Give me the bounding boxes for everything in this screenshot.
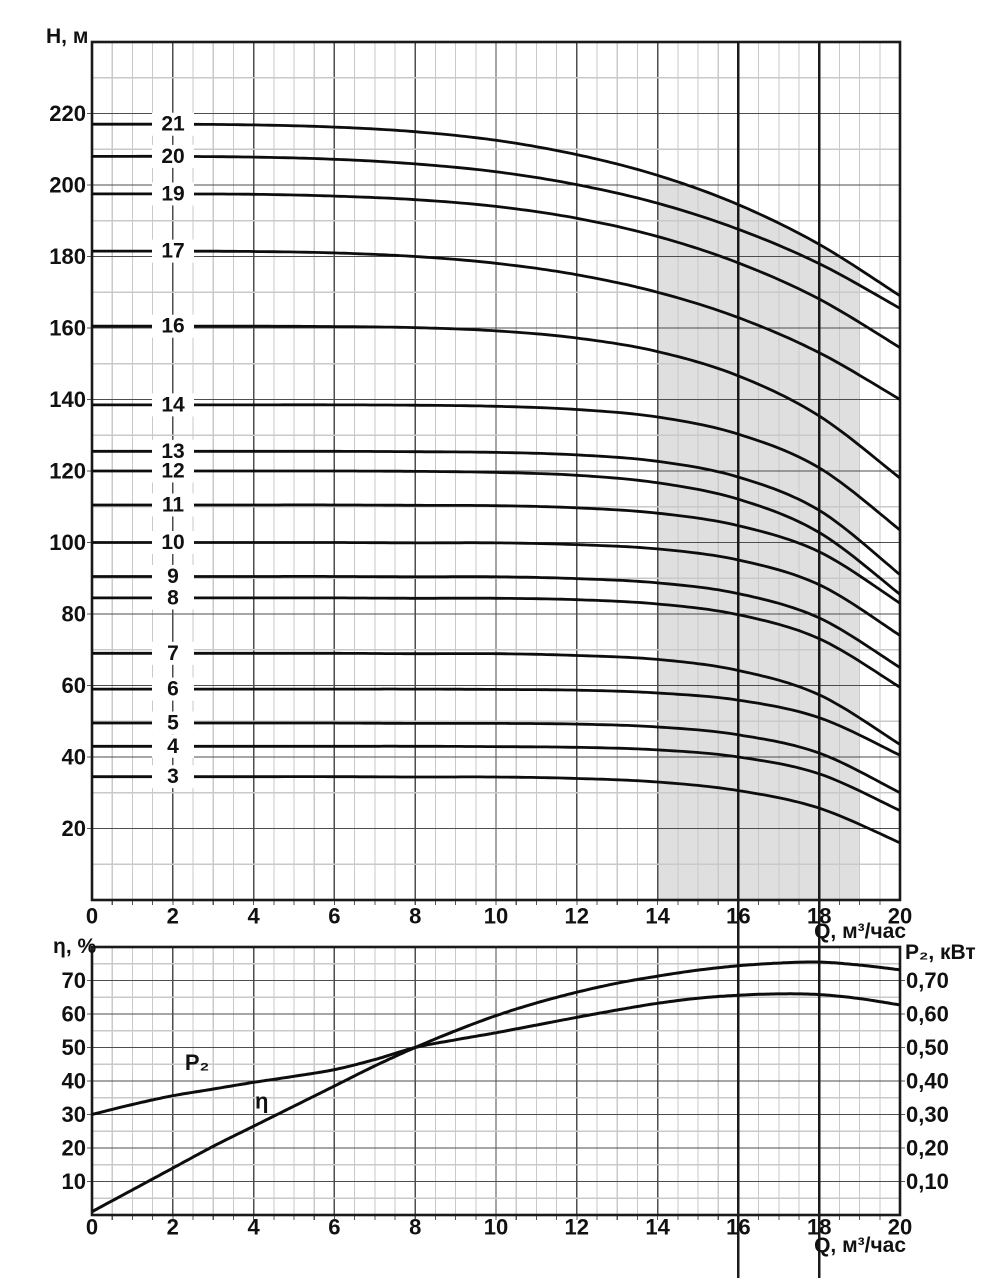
svg-text:0: 0: [86, 1215, 98, 1240]
flow-axis-title-bottom: Q, м³/час: [814, 1234, 906, 1257]
curve-label-eta: η: [255, 1089, 268, 1114]
stage-curve-9: [92, 575, 901, 669]
stage-label-16: 16: [161, 315, 184, 338]
stage-label-5: 5: [167, 712, 179, 735]
stage-label-3: 3: [167, 765, 179, 788]
stage-label-9: 9: [167, 565, 179, 588]
stage-label-8: 8: [167, 586, 179, 609]
stage-curve-13: [92, 449, 901, 576]
svg-text:0,70: 0,70: [906, 968, 949, 993]
stage-label-6: 6: [167, 678, 179, 701]
efficiency-axis-title: η, %: [53, 935, 97, 958]
svg-text:20: 20: [62, 1136, 86, 1161]
stage-curve-11: [92, 503, 901, 605]
stage-curve-19: [92, 192, 901, 349]
eta-curve: [91, 960, 901, 1214]
stage-label-11: 11: [162, 493, 185, 516]
svg-text:0,10: 0,10: [906, 1169, 949, 1194]
svg-text:18: 18: [807, 1215, 831, 1240]
stage-label-21: 21: [161, 113, 185, 136]
svg-text:0,60: 0,60: [906, 1002, 949, 1027]
stage-label-4: 4: [167, 735, 179, 758]
svg-text:6: 6: [328, 904, 340, 929]
svg-text:160: 160: [49, 316, 86, 341]
svg-text:0,40: 0,40: [906, 1069, 949, 1094]
svg-text:14: 14: [645, 904, 670, 929]
svg-text:10: 10: [484, 1215, 508, 1240]
svg-text:10: 10: [62, 1169, 86, 1194]
svg-text:8: 8: [409, 904, 421, 929]
stage-curve-21: [92, 122, 901, 297]
svg-text:16: 16: [726, 1215, 750, 1240]
stage-curve-4: [92, 744, 901, 812]
svg-text:30: 30: [62, 1102, 86, 1127]
stage-curve-17: [92, 249, 901, 401]
stage-label-7: 7: [167, 642, 179, 665]
svg-text:50: 50: [62, 1035, 86, 1060]
svg-text:6: 6: [328, 1215, 340, 1240]
svg-text:8: 8: [409, 1215, 421, 1240]
stage-curve-7: [92, 651, 901, 746]
svg-text:20: 20: [888, 1215, 912, 1240]
stage-curve-16: [92, 324, 901, 480]
stage-curve-14: [92, 403, 901, 532]
stage-curve-10: [92, 541, 901, 637]
stage-label-13: 13: [161, 440, 184, 463]
stage-label-10: 10: [161, 531, 184, 554]
flow-axis-title-top: Q, м³/час: [814, 920, 906, 943]
svg-text:12: 12: [565, 904, 589, 929]
svg-text:12: 12: [565, 1215, 589, 1240]
svg-text:220: 220: [49, 101, 86, 126]
svg-text:18: 18: [807, 904, 831, 929]
stage-curve-5: [92, 721, 901, 795]
svg-text:10: 10: [484, 904, 508, 929]
svg-text:0,30: 0,30: [906, 1102, 949, 1127]
svg-text:2: 2: [167, 904, 179, 929]
svg-text:16: 16: [726, 904, 750, 929]
svg-text:40: 40: [62, 1069, 86, 1094]
svg-text:100: 100: [49, 530, 86, 555]
svg-text:20: 20: [62, 816, 86, 841]
stage-label-17: 17: [161, 240, 184, 263]
stage-curve-3: [92, 775, 901, 845]
hq-stage-curves: [92, 122, 901, 845]
svg-text:80: 80: [62, 602, 86, 627]
svg-text:2: 2: [167, 1215, 179, 1240]
svg-text:14: 14: [645, 1215, 670, 1240]
svg-text:120: 120: [49, 459, 86, 484]
svg-text:140: 140: [49, 387, 86, 412]
svg-text:0,20: 0,20: [906, 1136, 949, 1161]
stage-curve-20: [92, 154, 901, 310]
svg-text:0,50: 0,50: [906, 1035, 949, 1060]
stage-curve-6: [92, 687, 901, 757]
curve-label-p2: P₂: [185, 1050, 209, 1075]
head-axis-title: H, м: [46, 25, 89, 48]
p2-curve: [91, 992, 901, 1116]
stage-label-14: 14: [161, 393, 185, 416]
svg-text:0: 0: [86, 904, 98, 929]
stage-label-12: 12: [161, 460, 184, 483]
svg-text:180: 180: [49, 244, 86, 269]
svg-text:60: 60: [62, 1002, 86, 1027]
svg-text:200: 200: [49, 173, 86, 198]
svg-text:20: 20: [888, 904, 912, 929]
svg-text:70: 70: [62, 968, 86, 993]
stage-label-19: 19: [161, 182, 184, 205]
svg-text:4: 4: [247, 1215, 260, 1240]
power-axis-title: P₂, кВт: [905, 941, 976, 964]
stage-label-20: 20: [161, 145, 184, 168]
stage-curve-12: [92, 469, 901, 596]
svg-text:60: 60: [62, 673, 86, 698]
bottom-chart-border: [90, 945, 902, 1217]
stage-curve-8: [92, 596, 901, 689]
svg-text:4: 4: [247, 904, 260, 929]
svg-text:40: 40: [62, 745, 86, 770]
